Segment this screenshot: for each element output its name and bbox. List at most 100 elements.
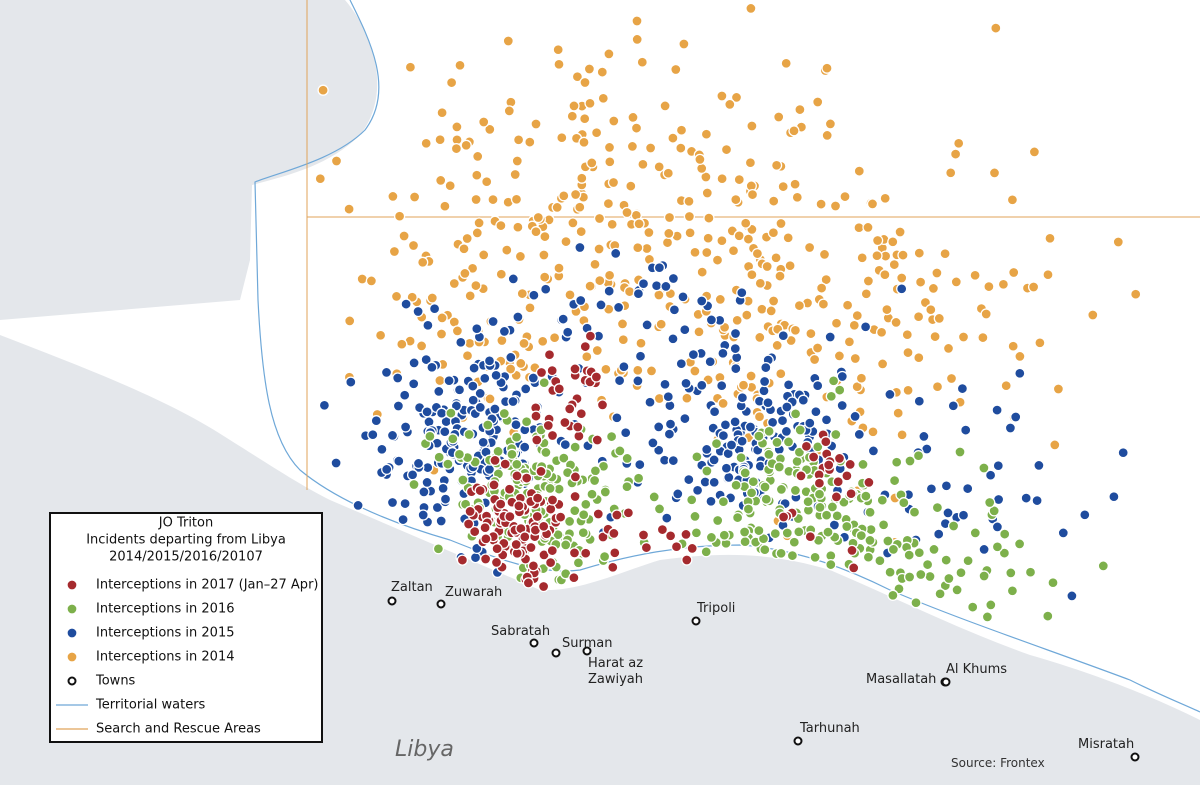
- town-label: Sabratah: [491, 624, 551, 639]
- incident-dot: [625, 180, 637, 192]
- incident-dot: [853, 165, 865, 177]
- incident-dot: [751, 247, 764, 260]
- incident-dot: [510, 419, 522, 431]
- incident-dot: [791, 191, 803, 203]
- incident-dot: [370, 415, 382, 427]
- incident-dot: [681, 554, 693, 566]
- incident-dot: [896, 272, 908, 284]
- incident-dot: [640, 541, 653, 554]
- town-label: Tarhunah: [800, 721, 860, 736]
- incident-dot: [915, 568, 927, 581]
- incident-dot: [505, 351, 517, 364]
- town-label: Misratah: [1078, 737, 1135, 752]
- incident-dot: [502, 35, 514, 47]
- incident-dot: [644, 142, 657, 154]
- town-label: Al Khums: [946, 662, 1008, 677]
- incident-dot: [918, 430, 930, 443]
- incident-dot: [951, 584, 963, 596]
- incident-dot: [489, 403, 501, 415]
- incident-dot: [775, 368, 787, 380]
- incident-dot: [521, 472, 533, 484]
- incident-dot: [474, 387, 486, 400]
- incident-dot: [822, 526, 834, 538]
- incident-dot: [820, 414, 833, 426]
- incident-dot: [729, 416, 741, 428]
- incident-dot: [812, 380, 824, 392]
- incident-dot: [455, 336, 467, 348]
- incident-dot: [467, 380, 479, 392]
- incident-dot: [399, 497, 411, 510]
- incident-dot: [653, 444, 665, 456]
- incident-dot: [607, 176, 620, 189]
- incident-dot: [478, 116, 490, 128]
- land-tunisia: [0, 0, 378, 320]
- incident-dot: [557, 313, 569, 325]
- incident-dot: [761, 260, 773, 273]
- incident-dot: [330, 155, 343, 167]
- incident-dot: [720, 462, 733, 474]
- incident-dot: [711, 254, 724, 266]
- incident-dot: [693, 326, 705, 338]
- incident-dot: [1042, 269, 1054, 281]
- incident-dot: [814, 501, 826, 514]
- incident-dot: [546, 544, 558, 557]
- incident-dot: [855, 372, 868, 384]
- incident-dot: [954, 446, 966, 458]
- incident-dot: [1052, 383, 1065, 395]
- incident-dot: [386, 496, 399, 509]
- incident-dot: [1066, 590, 1078, 602]
- incident-dot: [535, 465, 547, 478]
- incident-dot: [637, 278, 650, 290]
- incident-dot: [933, 528, 945, 540]
- incident-dot: [473, 217, 485, 229]
- legend-label: Towns: [95, 674, 136, 689]
- incident-dot: [1057, 527, 1069, 539]
- incident-dot: [683, 473, 695, 486]
- incident-dot: [464, 290, 476, 302]
- incident-dot: [444, 180, 456, 192]
- incident-dot: [871, 234, 884, 247]
- incident-dot: [984, 469, 997, 481]
- incident-dot: [491, 543, 503, 555]
- incident-dot: [670, 63, 682, 76]
- incident-dot: [448, 277, 460, 290]
- incident-dot: [710, 437, 723, 450]
- incident-dot: [776, 414, 789, 427]
- incident-dot: [877, 519, 890, 531]
- incident-dot: [760, 361, 772, 374]
- incident-dot: [753, 524, 765, 537]
- incident-dot: [489, 454, 501, 467]
- incident-dot: [863, 476, 875, 489]
- incident-dot: [955, 567, 967, 579]
- incident-dot: [453, 384, 466, 396]
- incident-dot: [864, 534, 876, 547]
- town-marker: [691, 616, 701, 626]
- incident-dot: [736, 435, 748, 447]
- incident-dot: [554, 511, 567, 523]
- incident-dot: [875, 326, 888, 338]
- incident-dot: [700, 128, 713, 140]
- incident-dot: [498, 325, 511, 338]
- incident-dot: [1044, 232, 1056, 244]
- incident-dot: [912, 311, 925, 323]
- town-marker: [529, 638, 539, 648]
- incident-dot: [540, 283, 552, 295]
- incident-dot: [913, 395, 925, 407]
- incident-dot: [484, 393, 496, 405]
- incident-dot: [1049, 439, 1061, 451]
- incident-dot: [1087, 309, 1099, 321]
- incident-dot: [701, 246, 713, 259]
- incident-dot: [641, 242, 653, 255]
- legend: JO Triton Incidents departing from Libya 2…: [49, 512, 323, 743]
- incident-dot: [759, 544, 771, 556]
- incident-dot: [586, 157, 598, 169]
- incident-dot: [562, 326, 574, 338]
- incident-dot: [820, 436, 832, 448]
- incident-dot: [898, 497, 910, 509]
- incident-dot: [977, 331, 989, 344]
- incident-dot: [716, 380, 728, 392]
- town-label: Masallatah: [866, 672, 937, 687]
- incident-dot: [447, 433, 459, 445]
- incident-dot: [457, 474, 469, 486]
- incident-dot: [664, 418, 677, 430]
